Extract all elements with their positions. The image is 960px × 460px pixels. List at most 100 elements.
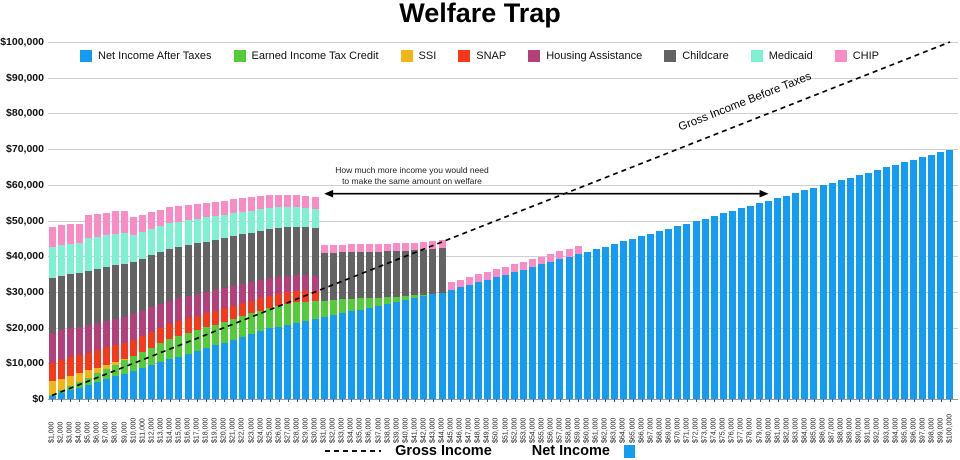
bar-segment-childcare [57, 275, 65, 331]
bar-segment-net [257, 331, 265, 399]
x-axis-tick-label: $88,000 [837, 417, 845, 443]
x-axis-tick-label: $49,000 [483, 417, 491, 443]
bar-segment-net [447, 289, 455, 399]
x-axis-tick-label: $28,000 [293, 417, 301, 443]
gross-income-legend-label: Gross Income [395, 443, 492, 459]
legend-swatch-net-icon [80, 50, 92, 62]
x-axis-tick-label: $31,000 [320, 417, 328, 443]
x-axis-tick-label: $59,000 [574, 417, 582, 443]
net-income-swatch-icon [623, 444, 635, 458]
x-axis-tick [478, 399, 480, 402]
x-axis-tick-label: $73,000 [701, 417, 709, 443]
bar-segment-housing [130, 314, 138, 340]
x-axis-tick-label: $90,000 [855, 417, 863, 443]
x-axis-tick [677, 399, 679, 402]
bar-segment-net [574, 254, 582, 399]
x-axis-tick [315, 399, 317, 402]
bar-segment-chip [356, 244, 364, 252]
bar-segment-ssi [57, 378, 65, 391]
bar [901, 162, 909, 399]
x-axis-tick-label: $22,000 [238, 417, 246, 443]
bar-segment-chip [229, 199, 237, 214]
bar [465, 277, 473, 399]
x-axis-tick-label: $26,000 [275, 417, 283, 443]
bar-segment-net [329, 315, 337, 399]
legend-label: CHIP [852, 50, 879, 62]
x-axis-tick [650, 399, 652, 402]
legend-swatch-housing-icon [528, 50, 541, 62]
bar-segment-net [619, 241, 627, 399]
bar-segment-net [792, 192, 800, 399]
legend-swatch-ssi-icon [400, 50, 413, 62]
bar-segment-net [248, 334, 256, 399]
bar-segment-medicaid [93, 236, 101, 269]
bar-segment-net [420, 296, 428, 399]
x-axis-tick [659, 399, 661, 402]
bar-segment-net [375, 305, 383, 399]
bar [665, 228, 673, 399]
x-axis-tick [795, 399, 797, 402]
bar-segment-childcare [356, 252, 364, 299]
x-axis-tick-label: $61,000 [592, 417, 600, 443]
bar-segment-chip [111, 211, 119, 234]
x-axis-tick [369, 399, 371, 402]
bar-segment-housing [275, 277, 283, 295]
bar [329, 244, 337, 399]
bar-segment-medicaid [257, 209, 265, 231]
bar-segment-net [311, 318, 319, 399]
x-axis-tick [813, 399, 815, 402]
bar [765, 200, 773, 399]
bar-segment-net [121, 373, 129, 399]
x-axis-tick [451, 399, 453, 402]
x-axis-tick [759, 399, 761, 402]
bar-segment-snap [202, 313, 210, 328]
bar-segment-net [75, 387, 83, 399]
bar [638, 236, 646, 399]
y-axis-tick-label: $40,000 [6, 250, 44, 263]
bar [157, 209, 165, 399]
bar-segment-chip [538, 256, 546, 265]
x-axis-tick [496, 399, 498, 402]
bar [75, 223, 83, 399]
bar [429, 241, 437, 399]
x-axis-tick-label: $5,000 [84, 421, 92, 443]
bar-segment-net [202, 348, 210, 399]
bar-segment-medicaid [84, 238, 92, 271]
x-axis-tick [641, 399, 643, 402]
bar-segment-chip [293, 194, 301, 207]
legend-item-eitc: Earned Income Tax Credit [233, 50, 379, 62]
x-axis-tick-label: $40,000 [402, 417, 410, 443]
bar-segment-housing [302, 275, 310, 291]
bar-segment-snap [175, 321, 183, 336]
bar-segment-eitc [102, 368, 110, 380]
bar-segment-chip [556, 251, 564, 260]
bar-segment-medicaid [57, 245, 65, 276]
bar-segment-net [919, 157, 927, 399]
x-axis-tick [106, 399, 108, 402]
x-axis-tick-label: $3,000 [66, 421, 74, 443]
chart-title: Welfare Trap [399, 0, 561, 28]
bar-segment-medicaid [193, 218, 201, 244]
x-axis-tick [79, 399, 81, 402]
bar-segment-net [774, 198, 782, 399]
bar-segment-chip [202, 202, 210, 218]
bar-segment-childcare [229, 236, 237, 287]
bar-segment-chip [411, 242, 419, 251]
bar-segment-housing [111, 318, 119, 345]
x-axis-tick-label: $81,000 [774, 417, 782, 443]
x-axis-tick [115, 399, 117, 402]
legend-label: Childcare [682, 50, 729, 62]
bar-segment-net [683, 223, 691, 399]
x-axis-tick [142, 399, 144, 402]
bar [810, 187, 818, 399]
bar-segment-housing [184, 296, 192, 319]
bar-segment-chip [93, 213, 101, 237]
bar [928, 154, 936, 399]
bar [583, 251, 591, 399]
bar-segment-chip [139, 214, 147, 232]
legend-label: Net Income After Taxes [98, 50, 212, 62]
bar-segment-medicaid [102, 235, 110, 268]
bar-segment-ssi [48, 381, 56, 395]
bar-segment-eitc [193, 330, 201, 351]
y-axis-tick-label: $60,000 [6, 178, 44, 191]
